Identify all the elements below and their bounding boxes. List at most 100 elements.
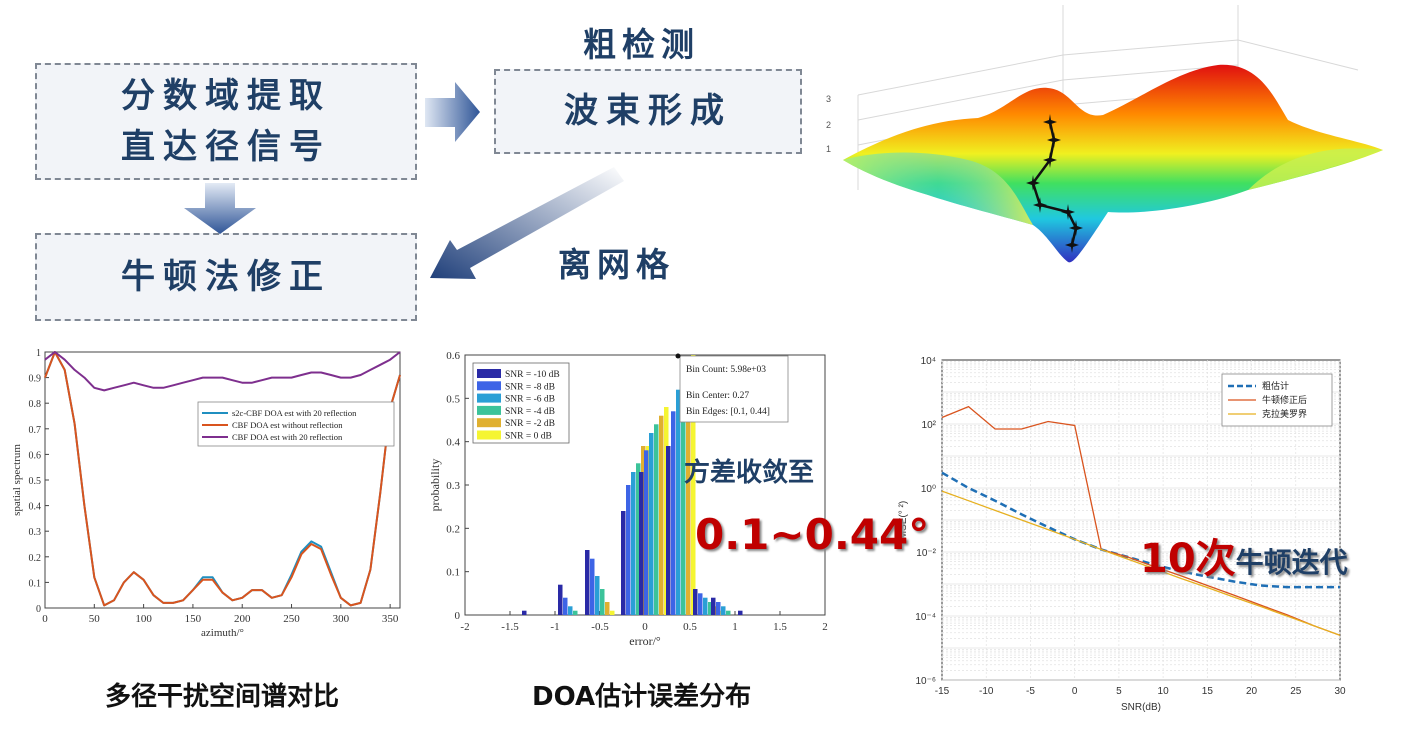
- y-tick-label: 10²: [922, 420, 937, 431]
- box-beamforming: 波束形成: [494, 69, 802, 154]
- y-tick-label: 0.3: [446, 480, 460, 492]
- y-tick-label: 0.2: [29, 553, 42, 564]
- series-line: [941, 471, 1340, 589]
- legend-label: 克拉美罗界: [1262, 408, 1307, 419]
- x-tick-label: 20: [1246, 686, 1258, 697]
- y-axis-label: spatial spectrum: [11, 444, 23, 516]
- series-line: [44, 351, 401, 607]
- histogram-bar: [522, 610, 527, 615]
- series-line: [44, 351, 401, 392]
- series-line: [941, 490, 1341, 636]
- histogram-bar: [716, 602, 721, 615]
- legend-label: CBF DOA est with 20 reflection: [232, 432, 343, 442]
- y-tick-label: 1: [36, 348, 41, 359]
- x-tick-label: 200: [234, 613, 251, 625]
- histogram-bar: [621, 511, 626, 615]
- histogram-bar: [639, 472, 644, 615]
- y-tick-label: 0.1: [446, 567, 460, 579]
- datatip-bin-center: Bin Center: 0.27: [686, 391, 749, 401]
- y-tick-label: 0.2: [446, 523, 460, 535]
- x-tick-label: 0: [42, 613, 48, 625]
- surface-plain-left: [843, 152, 1033, 225]
- x-tick-label: -5: [1026, 686, 1035, 697]
- box-beamforming-label: 波束形成: [564, 91, 732, 131]
- y-tick-label: 10⁻⁶: [915, 676, 936, 687]
- y-tick-label: 0.5: [446, 393, 460, 405]
- y-tick-label: 10⁻²: [916, 548, 936, 559]
- y-tick-label: 0.1: [29, 578, 42, 589]
- label-coarse-detection: 粗检测: [583, 25, 700, 64]
- datatip-bin-count: Bin Count: 5.98e+03: [686, 365, 766, 375]
- histogram-bar: [610, 610, 615, 615]
- x-tick-label: 0: [1072, 686, 1078, 697]
- histogram-bar: [644, 450, 649, 615]
- x-tick-label: 50: [89, 613, 101, 625]
- histogram-bar: [659, 415, 664, 615]
- surface-plain-right: [1248, 148, 1383, 190]
- x-axis-label: azimuth/°: [201, 627, 244, 639]
- histogram-bar: [563, 597, 568, 615]
- y-tick-label: 10⁴: [921, 356, 936, 367]
- surface-plot: 3 2 1: [818, 0, 1398, 285]
- overlay-newton-count: 10次: [1140, 536, 1236, 582]
- box-newton-correction-label: 牛顿法修正: [121, 256, 331, 297]
- legend-swatch: [477, 405, 501, 415]
- legend-label: SNR = -8 dB: [505, 382, 555, 392]
- legend-label: CBF DOA est without reflection: [232, 420, 343, 430]
- y-tick-label: 0.8: [29, 399, 42, 410]
- z-tick-1: 1: [826, 144, 831, 154]
- overlay-variance-converge: 方差收敛至: [684, 458, 815, 488]
- y-tick-label: 0.6: [29, 450, 42, 461]
- histogram-bar: [558, 584, 563, 615]
- histogram-bar: [573, 610, 578, 615]
- x-tick-label: 0.5: [683, 621, 697, 633]
- legend-swatch: [477, 393, 501, 403]
- x-tick-label: 2: [822, 621, 828, 633]
- legend-swatch: [477, 369, 501, 378]
- plot-frame: [44, 351, 401, 609]
- histogram-bar: [654, 424, 659, 615]
- x-tick-label: 5: [1116, 686, 1122, 697]
- datatip-box: [679, 355, 789, 423]
- histogram-bar: [671, 411, 676, 615]
- legend-label: SNR = -6 dB: [505, 395, 555, 405]
- x-tick-label: 30: [1334, 686, 1346, 697]
- legend-swatch: [477, 418, 501, 428]
- z-tick-2: 2: [826, 120, 831, 130]
- surface-body: [843, 64, 1383, 263]
- box-newton-correction: 牛顿法修正: [35, 233, 417, 321]
- caption-doa-error: DOA估计误差分布: [532, 682, 752, 712]
- histogram-bar: [636, 463, 641, 615]
- histogram-bar: [721, 606, 726, 615]
- box-fractional-domain-line1: 分数域提取: [121, 75, 331, 116]
- legend-box: [197, 401, 395, 447]
- histogram-bar: [595, 576, 600, 615]
- x-tick-label: 25: [1290, 686, 1302, 697]
- y-tick-label: 0.6: [446, 350, 460, 362]
- newton-iteration-markers: [1026, 114, 1083, 253]
- x-tick-label: 1: [732, 621, 738, 633]
- histogram-bar: [590, 558, 595, 615]
- histogram-bar: [631, 472, 636, 615]
- x-tick-label: 15: [1202, 686, 1214, 697]
- histogram-bar: [605, 602, 610, 615]
- histogram-bar: [676, 389, 681, 615]
- x-tick-label: -10: [979, 686, 994, 697]
- legend-label: 牛顿修正后: [1262, 394, 1307, 405]
- x-tick-label: 250: [283, 613, 300, 625]
- histogram-bar: [698, 593, 703, 615]
- box-fractional-domain: 分数域提取 直达径信号: [35, 63, 417, 180]
- histogram-bar: [649, 433, 654, 615]
- histogram-bar: [691, 355, 696, 615]
- z-tick-3: 3: [826, 94, 831, 104]
- arrow-right: [425, 82, 480, 142]
- spatial-spectrum-chart: 0 50 100 150 200 250 300 350 0 0.1 0.2 0.3 0.4 0.5 0.6…: [0, 340, 410, 640]
- histogram-bar: [693, 589, 698, 615]
- overlay-variance-range: 0.1~0.44°: [695, 510, 930, 559]
- x-tick-label: 0: [642, 621, 648, 633]
- histogram-bar: [726, 610, 731, 615]
- series-line: [941, 405, 1341, 636]
- legend-swatch: [477, 430, 501, 440]
- histogram-bar: [626, 485, 631, 615]
- overlay-newton-iterations: 10次牛顿迭代: [1140, 526, 1348, 584]
